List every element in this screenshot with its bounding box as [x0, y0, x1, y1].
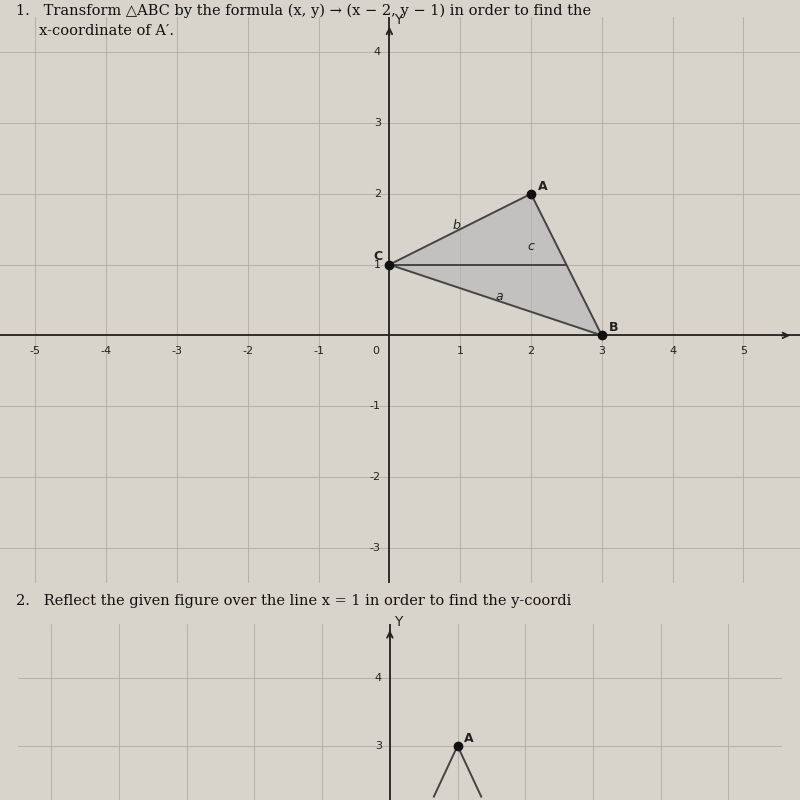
- Text: -4: -4: [101, 346, 112, 356]
- Text: 3: 3: [374, 741, 382, 751]
- Text: -2: -2: [370, 472, 381, 482]
- Text: 4: 4: [374, 47, 381, 58]
- Text: 3: 3: [374, 118, 381, 128]
- Text: 4: 4: [374, 673, 382, 683]
- Text: 2.   Reflect the given figure over the line x = 1 in order to find the y-coordi: 2. Reflect the given figure over the lin…: [16, 594, 571, 608]
- Text: 3: 3: [598, 346, 606, 356]
- Text: 1: 1: [374, 260, 381, 270]
- Text: a: a: [495, 290, 503, 303]
- Text: A: A: [464, 732, 474, 745]
- Text: 1.   Transform △ABC by the formula (x, y) → (x − 2, y − 1) in order to find the: 1. Transform △ABC by the formula (x, y) …: [16, 4, 591, 18]
- Text: b: b: [453, 219, 461, 232]
- Polygon shape: [390, 194, 602, 335]
- Text: B: B: [609, 321, 618, 334]
- Text: C: C: [374, 250, 383, 263]
- Text: A: A: [538, 179, 548, 193]
- Text: -3: -3: [171, 346, 182, 356]
- Text: 0: 0: [372, 346, 378, 356]
- Text: c: c: [527, 241, 534, 254]
- Text: -5: -5: [30, 346, 41, 356]
- Text: 2: 2: [374, 189, 381, 199]
- Text: Y: Y: [394, 14, 402, 27]
- Text: x-coordinate of A′.: x-coordinate of A′.: [16, 24, 174, 38]
- Text: 2: 2: [527, 346, 534, 356]
- Text: 4: 4: [669, 346, 676, 356]
- Text: Y: Y: [394, 615, 402, 630]
- Text: 5: 5: [740, 346, 747, 356]
- Text: -2: -2: [242, 346, 254, 356]
- Text: -1: -1: [313, 346, 324, 356]
- Text: 1: 1: [457, 346, 464, 356]
- Text: -3: -3: [370, 542, 381, 553]
- Text: -1: -1: [370, 401, 381, 411]
